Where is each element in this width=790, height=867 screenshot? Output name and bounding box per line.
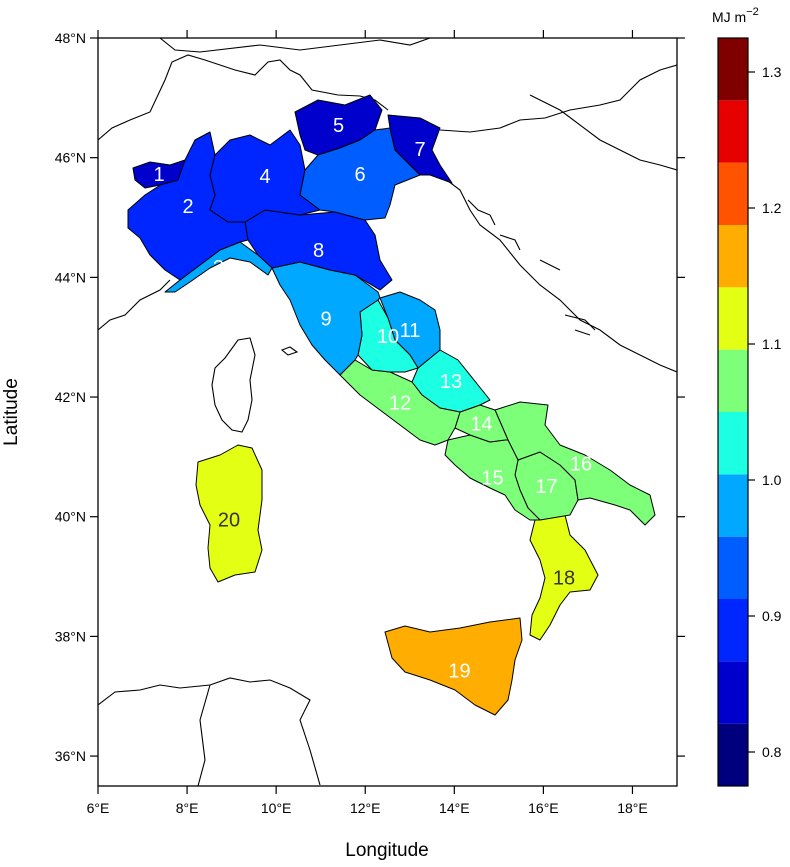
y-tick-label: 40°N — [55, 509, 86, 525]
region-label-3: 3 — [213, 257, 224, 279]
colorbar-bin — [718, 536, 748, 599]
corsica — [211, 337, 256, 433]
x-tick-label: 14°E — [439, 800, 470, 816]
region-label-19: 19 — [448, 661, 470, 683]
region-18-calabria — [529, 514, 599, 641]
border-africa-inland — [197, 684, 211, 786]
border-east-coast — [429, 149, 677, 373]
x-tick-label: 12°E — [350, 800, 381, 816]
x-tick-label: 18°E — [617, 800, 648, 816]
colorbar-bin — [718, 287, 748, 350]
region-label-2: 2 — [182, 196, 193, 218]
y-tick-label: 42°N — [55, 389, 86, 405]
region-label-6: 6 — [354, 164, 365, 186]
colorbar-ticks: 0.8 0.9 1.0 1.1 1.2 1.3 — [748, 64, 782, 760]
colorbar-bin — [718, 723, 748, 786]
y-tick-label: 44°N — [55, 269, 86, 285]
region-20-sardinia — [195, 444, 263, 583]
x-tick-label: 6°E — [87, 800, 110, 816]
y-axis-title: Latitude — [1, 378, 22, 446]
region-14-molise — [454, 404, 509, 443]
colorbar-bin — [718, 38, 748, 101]
x-tick-label: 16°E — [528, 800, 559, 816]
region-label-20: 20 — [218, 510, 240, 532]
region-16-puglia — [494, 401, 656, 526]
colorbar-bin — [718, 349, 748, 412]
y-tick-label: 36°N — [55, 748, 86, 764]
axis-tick-labels: 6°E 8°E 10°E 12°E 14°E 16°E 18°E36°N38°N40°N42… — [55, 30, 648, 816]
colorbar-bin — [718, 412, 748, 475]
region-label-9: 9 — [320, 309, 331, 331]
colorbar-frame — [717, 37, 749, 787]
background-borders — [98, 38, 677, 786]
region-label-13: 13 — [440, 371, 462, 393]
y-tick-label: 48°N — [55, 30, 86, 46]
region-label-10: 10 — [377, 326, 399, 348]
colorbar-bin — [718, 162, 748, 225]
region-label-1: 1 — [153, 164, 164, 186]
region-label-15: 15 — [481, 468, 503, 490]
x-tick-label: 8°E — [176, 800, 199, 816]
region-label-14: 14 — [470, 414, 492, 436]
colorbar-tick-label: 1.3 — [762, 64, 782, 80]
regions-layer — [127, 94, 656, 716]
region-label-18: 18 — [553, 568, 575, 590]
axis-ticks — [90, 30, 685, 794]
colorbar-tick-label: 1.0 — [762, 472, 782, 488]
colorbar-bin — [718, 599, 748, 662]
colorbar-bin — [718, 100, 748, 163]
region-1-aosta — [132, 159, 186, 189]
y-tick-label: 38°N — [55, 628, 86, 644]
region-label-8: 8 — [313, 240, 324, 262]
region-label-16: 16 — [570, 454, 592, 476]
border-france — [98, 279, 171, 331]
region-7-friuli — [387, 114, 453, 184]
region-label-7: 7 — [414, 139, 425, 161]
elba — [280, 346, 299, 356]
border-north — [159, 38, 431, 53]
border-switzerland-austria — [98, 54, 389, 141]
colorbar-tick-label: 1.2 — [762, 200, 782, 216]
y-tick-label: 46°N — [55, 150, 86, 166]
region-label-4: 4 — [259, 166, 270, 188]
colorbar-tick-label: 0.8 — [762, 744, 782, 760]
border-north-africa — [98, 677, 321, 786]
colorbar-bin — [718, 474, 748, 537]
colorbar-tick-label: 0.9 — [762, 608, 782, 624]
colorbar-bin — [718, 225, 748, 288]
colorbar-bin — [718, 661, 748, 724]
colorbar-unit: MJ m−2 — [712, 6, 759, 25]
adriatic-islands — [467, 199, 596, 336]
region-label-11: 11 — [400, 320, 421, 342]
region-label-17: 17 — [535, 476, 557, 498]
border-east-inland — [529, 94, 677, 171]
x-tick-label: 10°E — [261, 800, 292, 816]
colorbar: 0.8 0.9 1.0 1.1 1.2 1.3 MJ m−2 — [712, 6, 782, 787]
border-slovenia — [439, 64, 677, 133]
region-label-12: 12 — [389, 393, 411, 415]
region-label-5: 5 — [333, 115, 344, 137]
colorbar-tick-label: 1.1 — [762, 336, 782, 352]
x-axis-title: Longitude — [345, 840, 428, 861]
region-19-sicily — [384, 617, 523, 716]
colorbar-bins — [718, 38, 748, 786]
